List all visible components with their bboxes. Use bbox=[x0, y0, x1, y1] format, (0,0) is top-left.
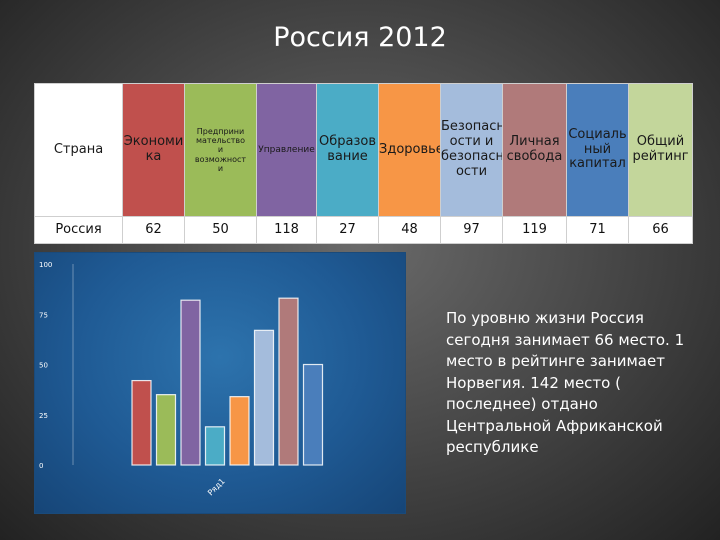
header-cell-overall: Общий рейтинг bbox=[628, 83, 693, 217]
y-tick-label: 75 bbox=[39, 311, 48, 319]
bar-chart-svg: 0 25 50 75 100 Ряд1 bbox=[39, 261, 324, 498]
cell-health: 48 bbox=[378, 216, 441, 244]
bar bbox=[302, 363, 324, 466]
header-cell-country: Страна bbox=[34, 83, 123, 217]
description-text: По уровню жизни Россия сегодня занимает … bbox=[446, 309, 685, 456]
cell-economy: 62 bbox=[122, 216, 185, 244]
header-cell-safety: Безопасн ости и безопасн ости bbox=[440, 83, 503, 217]
header-cell-health: Здоровье bbox=[378, 83, 441, 217]
bar bbox=[155, 394, 177, 466]
bar bbox=[204, 426, 226, 466]
y-tick-label: 50 bbox=[39, 362, 48, 370]
y-tick-label: 25 bbox=[39, 412, 48, 420]
cell-social-capital: 71 bbox=[566, 216, 629, 244]
bar bbox=[278, 297, 299, 466]
x-axis-label: Ряд1 bbox=[206, 477, 227, 498]
header-cell-governance: Управление bbox=[256, 83, 317, 217]
header-cell-economy: Экономи ка bbox=[122, 83, 185, 217]
bar bbox=[131, 379, 152, 466]
cell-overall: 66 bbox=[628, 216, 693, 244]
cell-education: 27 bbox=[316, 216, 379, 244]
cell-freedom: 119 bbox=[502, 216, 567, 244]
y-tick-label: 100 bbox=[39, 261, 52, 269]
header-cell-education: Образов вание bbox=[316, 83, 379, 217]
y-tick-label: 0 bbox=[39, 462, 43, 470]
bar bbox=[253, 329, 275, 466]
table-row: Россия 62 50 118 27 48 97 119 71 66 bbox=[34, 216, 693, 244]
header-cell-entrepreneurship: Предприни мательство и возможност и bbox=[184, 83, 257, 217]
header-cell-freedom: Личная свобода bbox=[502, 83, 567, 217]
bar-chart: 0 25 50 75 100 Ряд1 bbox=[34, 252, 406, 514]
rating-table: Страна Экономи ка Предприни мательство и воз… bbox=[34, 83, 693, 244]
table-header-row: Страна Экономи ка Предприни мательство и воз… bbox=[34, 83, 693, 217]
header-cell-social-capital: Социаль ный капитал bbox=[566, 83, 629, 217]
cell-country: Россия bbox=[34, 216, 123, 244]
slide-title: Россия 2012 bbox=[273, 22, 447, 53]
cell-entrepreneurship: 50 bbox=[184, 216, 257, 244]
bar bbox=[180, 299, 201, 466]
bar bbox=[229, 396, 250, 466]
cell-safety: 97 bbox=[440, 216, 503, 244]
cell-governance: 118 bbox=[256, 216, 317, 244]
